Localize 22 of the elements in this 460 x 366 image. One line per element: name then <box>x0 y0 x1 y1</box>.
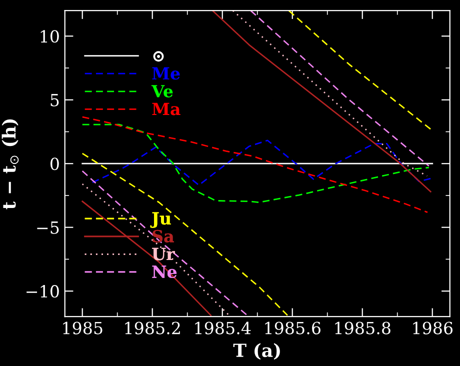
legend-label: Sa <box>152 230 174 242</box>
y-tick-label: 0 <box>50 158 59 170</box>
y-tick-label: 10 <box>40 30 59 43</box>
legend-label: ⊙ <box>153 51 164 62</box>
x-tick-label: 1985.4 <box>195 322 251 334</box>
legend-label: Ve <box>151 85 173 98</box>
legend-label: Ma <box>152 102 180 116</box>
legend-label: Me <box>152 67 180 80</box>
x-axis-title: T (a) <box>233 343 280 360</box>
x-tick-label: 1985.8 <box>335 322 390 334</box>
x-tick-label: 1985 <box>63 322 102 334</box>
legend-label: Ju <box>150 212 171 228</box>
line-series <box>82 124 430 204</box>
x-tick-label: 1985.2 <box>125 322 180 334</box>
y-tick-label: 5 <box>50 94 59 106</box>
y-tick-label: −10 <box>26 285 59 298</box>
line-series <box>92 140 432 186</box>
x-tick-label: 1985.6 <box>265 322 320 334</box>
y-tick-label: −5 <box>37 222 59 234</box>
y-axis-title: t − t$_{⊙}$ (h) <box>2 119 19 210</box>
line-series <box>82 116 428 213</box>
x-tick-label: 1986 <box>413 322 453 334</box>
